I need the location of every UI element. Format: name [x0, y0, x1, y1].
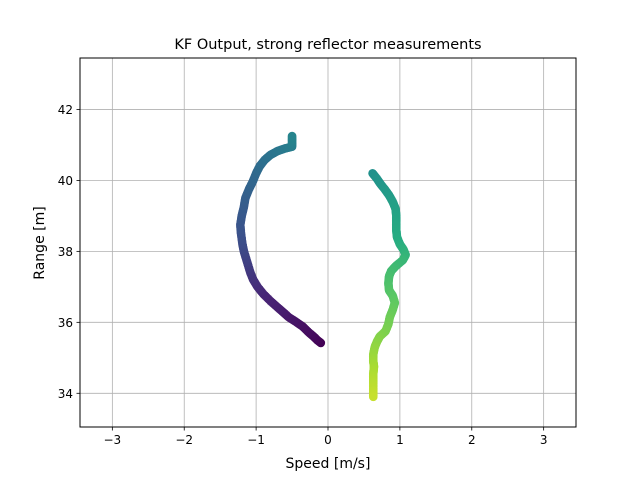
- x-tick-label: −3: [103, 433, 121, 447]
- y-tick-label: 36: [58, 316, 73, 330]
- y-tick-label: 38: [58, 245, 73, 259]
- scatter-point: [287, 131, 297, 141]
- x-axis-label: Speed [m/s]: [286, 456, 371, 472]
- y-tick-label: 40: [58, 174, 73, 188]
- y-tick-label: 42: [58, 103, 73, 117]
- chart-title: KF Output, strong reflector measurements: [174, 37, 481, 53]
- x-tick-label: −1: [247, 433, 265, 447]
- axis-ticks: −3 −2 −1 0 1 2 3 34 36 38 40 42: [58, 103, 548, 447]
- x-tick-label: 2: [468, 433, 476, 447]
- x-tick-label: 1: [396, 433, 404, 447]
- x-tick-label: 0: [324, 433, 332, 447]
- x-tick-label: 3: [540, 433, 548, 447]
- grid-lines: [80, 58, 576, 427]
- y-tick-label: 34: [58, 387, 73, 401]
- x-tick-label: −2: [175, 433, 193, 447]
- scatter-point: [368, 392, 378, 402]
- scatter-points: [236, 131, 410, 402]
- y-axis-label: Range [m]: [32, 206, 48, 279]
